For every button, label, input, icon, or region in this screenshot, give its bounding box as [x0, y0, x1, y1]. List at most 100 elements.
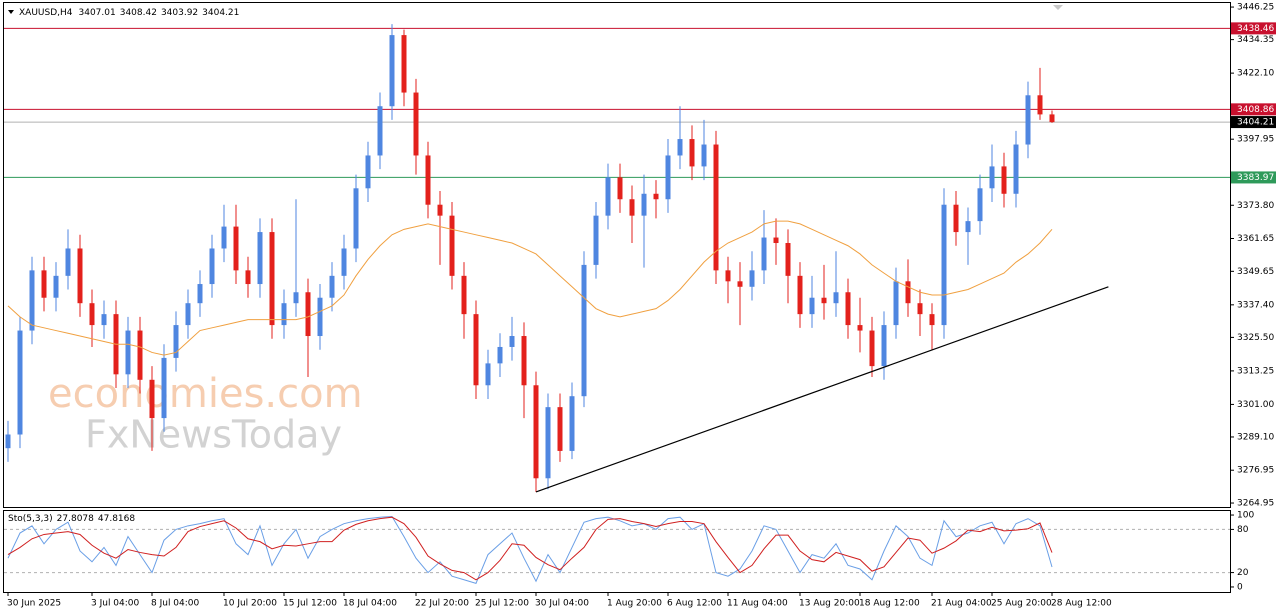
candle-body: [1037, 95, 1043, 115]
x-tick-label: 22 Jul 20:00: [415, 599, 469, 609]
candle-body: [341, 248, 347, 276]
candle-body: [209, 248, 215, 285]
x-tick-label: 25 Jul 12:00: [475, 599, 529, 609]
candle-body: [161, 357, 167, 419]
candle-body: [65, 248, 71, 276]
stoch-main-value: 27.8078: [57, 514, 94, 524]
candle-body: [797, 275, 803, 315]
watermark: FxNewsToday: [85, 413, 342, 457]
candle-body: [497, 346, 503, 364]
candle-body: [125, 330, 131, 375]
candle-body: [833, 292, 839, 304]
candle-body: [821, 297, 827, 304]
y-tick-label: 3373.80: [1237, 201, 1274, 211]
candle-body: [569, 396, 575, 451]
candle-body: [689, 139, 695, 167]
candle-body: [593, 215, 599, 265]
y-tick-label: 3446.25: [1237, 3, 1274, 13]
y-tick-label: 20: [1237, 568, 1249, 578]
y-tick-label: 3397.95: [1237, 135, 1274, 145]
price-level-tag: [1231, 171, 1276, 184]
stoch-line: [7, 516, 1053, 581]
candle-body: [677, 139, 683, 156]
price-level-tag: [1231, 116, 1276, 129]
candle-body: [617, 177, 623, 200]
candle-body: [29, 270, 35, 331]
candle-body: [869, 330, 875, 367]
ohlc-close: 3404.21: [202, 8, 239, 18]
candle-body: [917, 303, 923, 315]
candle-body: [1001, 166, 1007, 194]
candle-body: [257, 232, 263, 285]
candle-body: [893, 281, 899, 326]
candle-body: [281, 303, 287, 326]
shift-marker: [1053, 5, 1063, 10]
candle-body: [533, 385, 539, 479]
candle-body: [437, 204, 443, 216]
candle-body: [653, 193, 659, 200]
x-tick-label: 10 Jul 20:00: [223, 599, 277, 609]
price-level-label: 3383.97: [1237, 173, 1274, 183]
candle-body: [977, 188, 983, 222]
candle-body: [425, 155, 431, 205]
candle-body: [389, 35, 395, 107]
candle-body: [461, 275, 467, 315]
candle-body: [149, 379, 155, 419]
moving-average: [7, 220, 1053, 356]
candle-body: [197, 284, 203, 304]
candle-body: [545, 407, 551, 479]
stoch-frame: [3, 510, 1231, 593]
y-tick-label: 3276.95: [1237, 466, 1274, 476]
candle-body: [377, 106, 383, 156]
candle-body: [269, 232, 275, 326]
candle-body: [317, 297, 323, 337]
candle-body: [173, 325, 179, 358]
candle-body: [449, 215, 455, 276]
candle-body: [605, 177, 611, 216]
candle-body: [305, 292, 311, 337]
x-tick-label: 21 Aug 04:00: [931, 599, 992, 609]
candle-body: [881, 325, 887, 367]
candle-body: [221, 226, 227, 249]
price-level-label: 3408.86: [1237, 105, 1274, 115]
x-tick-label: 30 Jul 04:00: [535, 599, 589, 609]
candle-body: [749, 270, 755, 287]
candle-body: [905, 281, 911, 304]
candle-body: [701, 144, 707, 167]
x-tick-label: 25 Aug 20:00: [991, 599, 1052, 609]
stoch-signal-value: 47.8168: [98, 514, 135, 524]
candle-body: [365, 155, 371, 189]
candle-body: [413, 92, 419, 156]
candle-body: [737, 281, 743, 287]
candle-body: [629, 199, 635, 216]
price-level-tag: [1231, 22, 1276, 35]
candle-body: [17, 330, 23, 435]
header-arrow: [8, 10, 14, 14]
symbol: XAUUSD,H4: [19, 8, 73, 18]
y-tick-label: 80: [1237, 525, 1249, 535]
x-tick-label: 30 Jun 2025: [7, 599, 61, 609]
x-tick-label: 28 Aug 12:00: [1051, 599, 1112, 609]
x-tick-label: 15 Jul 12:00: [283, 599, 337, 609]
candle-body: [137, 330, 143, 380]
y-tick-label: 3325.50: [1237, 333, 1274, 343]
trendline: [535, 286, 1109, 493]
candle-body: [581, 264, 587, 397]
stoch-title: Sto(5,3,3): [8, 514, 53, 524]
x-tick-label: 3 Jul 04:00: [91, 599, 140, 609]
candle-body: [401, 35, 407, 93]
y-tick-label: 3313.25: [1237, 366, 1274, 376]
candle-body: [41, 270, 47, 298]
y-tick-label: 3301.00: [1237, 400, 1274, 410]
y-tick-label: 3337.40: [1237, 300, 1274, 310]
x-tick-label: 8 Jul 04:00: [151, 599, 200, 609]
candle-body: [773, 237, 779, 244]
candle-body: [557, 407, 563, 451]
x-tick-label: 13 Aug 20:00: [799, 599, 860, 609]
y-tick-label: 100: [1237, 511, 1254, 521]
y-tick-label: 3434.35: [1237, 35, 1274, 45]
candle-body: [785, 243, 791, 276]
price-level-label: 3404.21: [1237, 118, 1274, 128]
